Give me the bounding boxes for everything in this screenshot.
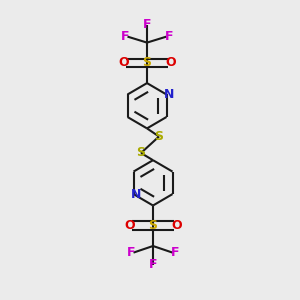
Text: F: F <box>143 18 151 31</box>
Text: O: O <box>165 56 176 70</box>
Text: O: O <box>124 219 135 232</box>
Text: N: N <box>164 88 174 101</box>
Text: S: S <box>142 56 152 70</box>
Text: O: O <box>118 56 129 70</box>
Text: O: O <box>171 219 182 232</box>
Text: S: S <box>154 130 164 143</box>
Text: F: F <box>127 246 135 259</box>
Text: F: F <box>171 246 179 259</box>
Text: F: F <box>149 258 157 271</box>
Text: N: N <box>131 188 141 201</box>
Text: S: S <box>136 146 146 160</box>
Text: S: S <box>148 219 158 232</box>
Text: F: F <box>121 30 129 43</box>
Text: F: F <box>165 30 173 43</box>
